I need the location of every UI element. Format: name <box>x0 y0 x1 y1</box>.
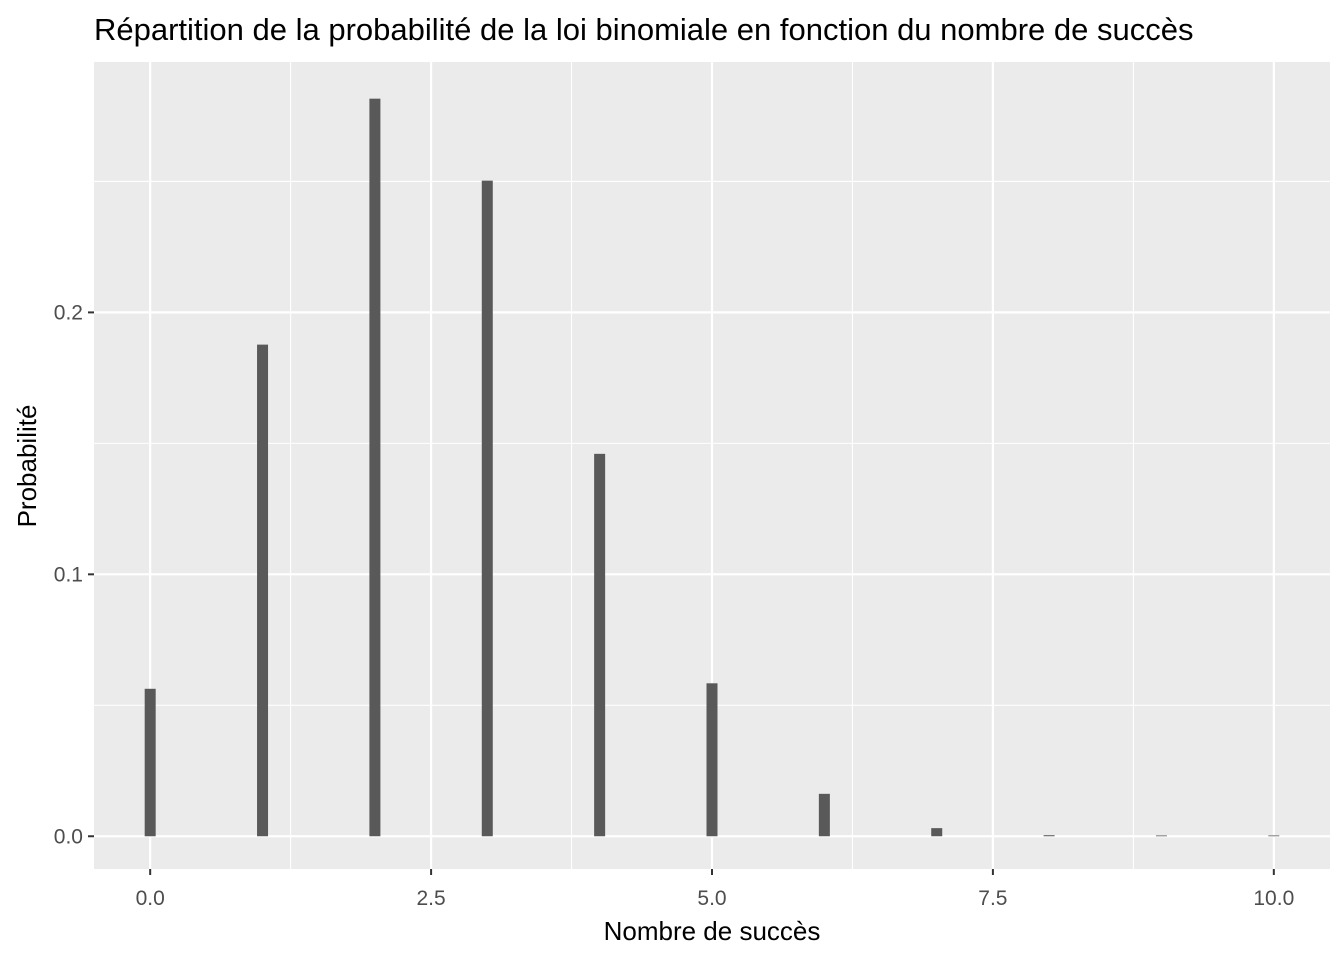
bar <box>1268 835 1280 837</box>
x-tick-label: 0.0 <box>136 887 165 910</box>
y-tick-label: 0.2 <box>54 301 83 324</box>
bar <box>481 180 493 837</box>
y-axis-title: Probabilité <box>12 405 42 528</box>
y-tick-label: 0.0 <box>54 825 83 848</box>
bars <box>144 98 1280 837</box>
x-tick-label: 7.5 <box>978 887 1007 910</box>
x-axis-title: Nombre de succès <box>604 916 821 946</box>
bar <box>931 828 943 837</box>
y-axis: 0.0 0.1 0.2 <box>54 301 94 848</box>
x-tick-label: 2.5 <box>416 887 445 910</box>
bar <box>594 453 606 837</box>
bar <box>257 344 269 837</box>
bar <box>706 683 718 837</box>
bar <box>1155 835 1167 837</box>
chart-title: Répartition de la probabilité de la loi … <box>94 12 1193 47</box>
x-tick-label: 5.0 <box>697 887 726 910</box>
bar <box>1043 835 1055 837</box>
bar <box>369 98 381 837</box>
bar <box>144 688 156 837</box>
y-tick-label: 0.1 <box>54 563 83 586</box>
x-tick-label: 10.0 <box>1253 887 1294 910</box>
x-axis: 0.0 2.5 5.0 7.5 10.0 <box>136 869 1294 910</box>
bar <box>818 793 830 837</box>
